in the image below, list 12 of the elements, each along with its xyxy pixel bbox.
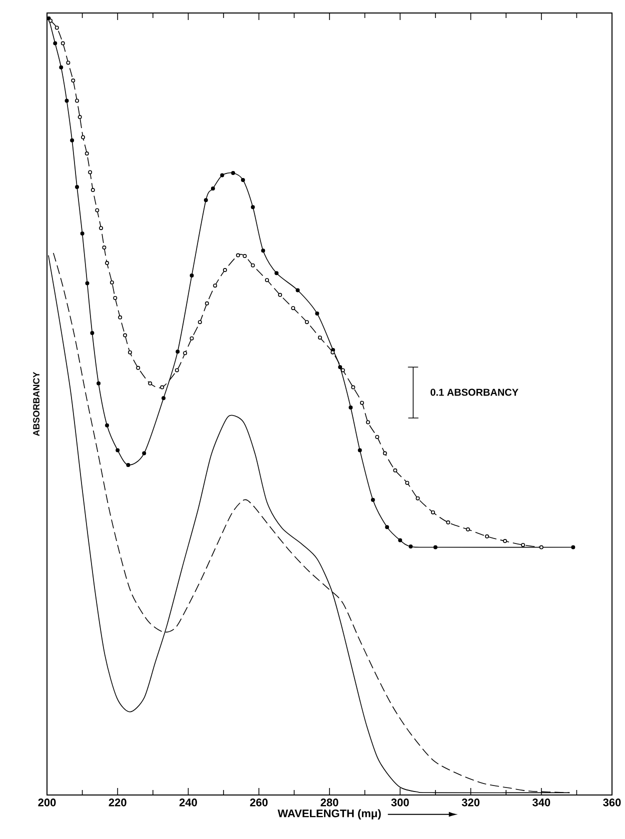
x-tick-label: 220 — [108, 798, 126, 806]
x-tick-label: 200 — [38, 798, 56, 806]
annotation: 0.1 ABSORBANCY — [430, 388, 518, 396]
x-tick-label: 260 — [250, 798, 268, 806]
x-tick-label: 360 — [603, 798, 621, 806]
y-axis-title: ABSORBANCY — [33, 372, 40, 436]
x-tick-label: 280 — [320, 798, 338, 806]
x-tick-label: 300 — [391, 798, 409, 806]
x-axis-title: WAVELENGTH (mμ) — [278, 809, 381, 820]
x-tick-label: 340 — [532, 798, 550, 806]
x-tick-label: 320 — [462, 798, 480, 806]
x-tick-label: 240 — [179, 798, 197, 806]
